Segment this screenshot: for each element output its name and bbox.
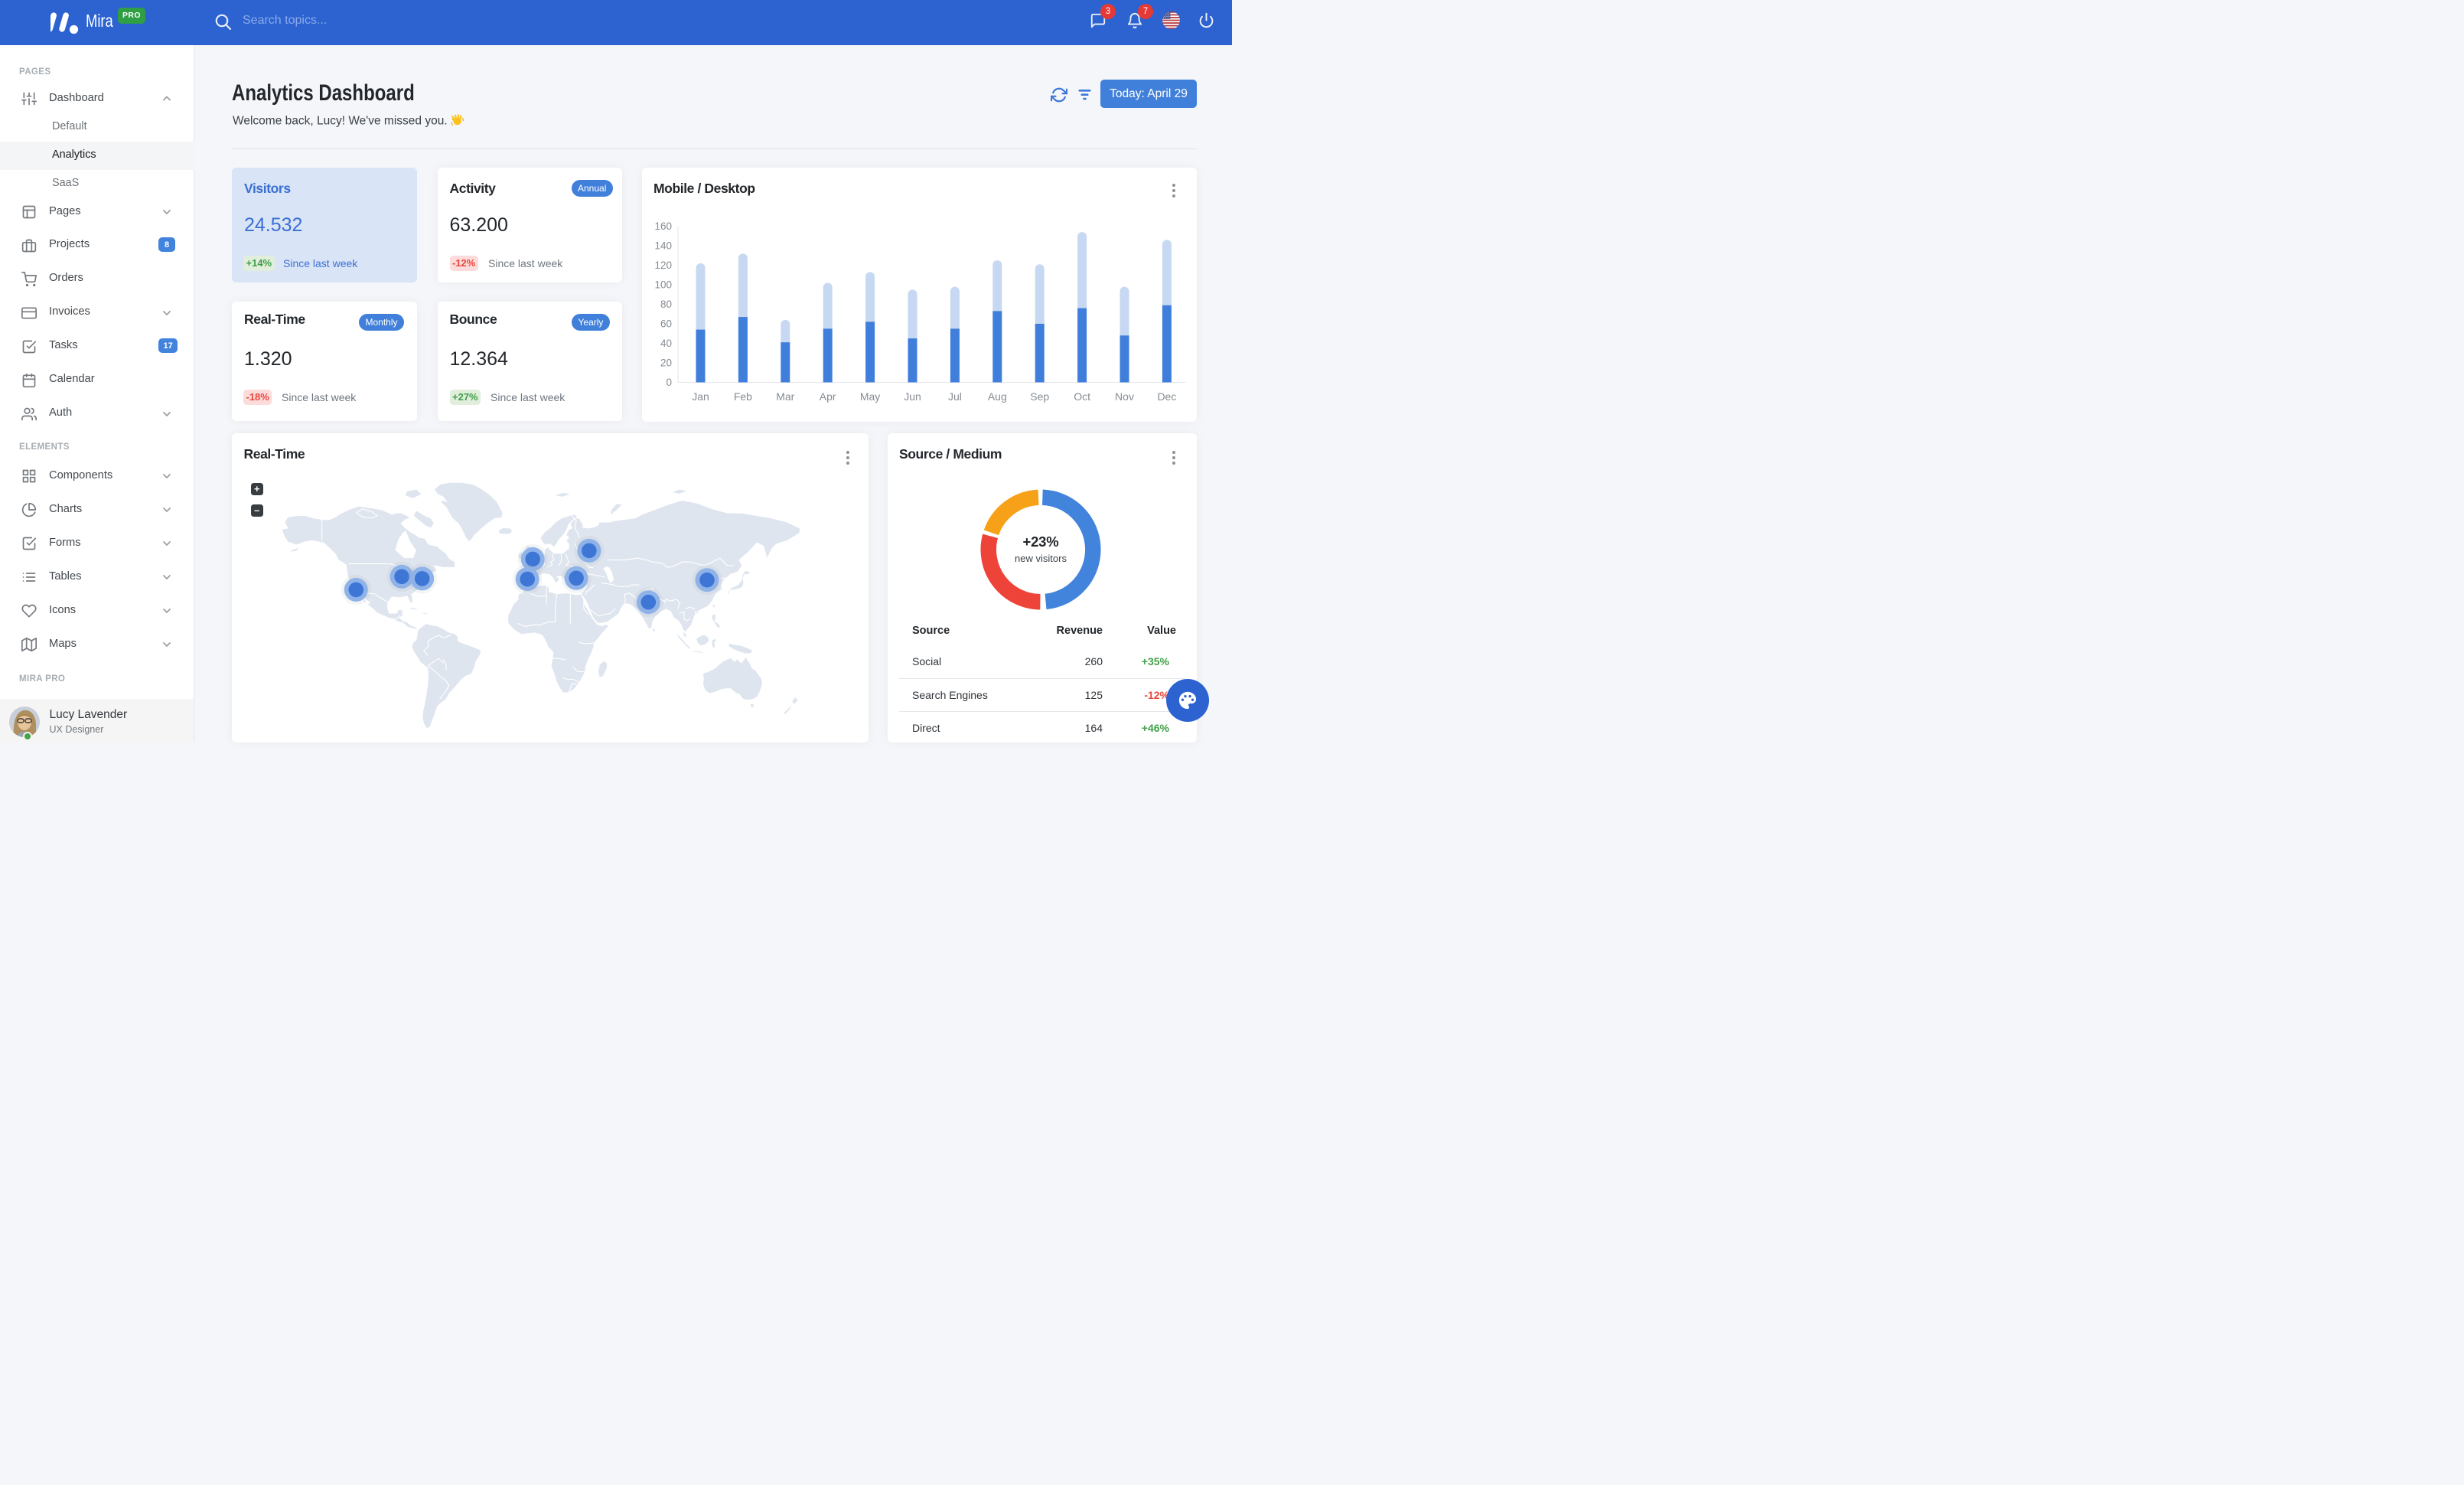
svg-text:Sep: Sep [1030, 390, 1049, 403]
svg-text:Oct: Oct [1074, 390, 1090, 403]
svg-text:Nov: Nov [1115, 390, 1134, 403]
svg-text:40: 40 [660, 338, 671, 349]
svg-text:0: 0 [666, 377, 672, 388]
svg-text:Apr: Apr [819, 390, 836, 403]
svg-text:60: 60 [660, 318, 671, 330]
svg-text:Dec: Dec [1157, 390, 1176, 403]
svg-text:Mar: Mar [776, 390, 794, 403]
svg-text:120: 120 [654, 259, 672, 271]
svg-text:May: May [859, 390, 879, 403]
svg-text:Jul: Jul [947, 390, 961, 403]
svg-text:Jun: Jun [904, 390, 921, 403]
svg-text:140: 140 [654, 240, 672, 252]
svg-text:80: 80 [660, 299, 671, 310]
svg-text:Feb: Feb [733, 390, 751, 403]
svg-text:20: 20 [660, 357, 671, 369]
svg-text:Aug: Aug [987, 390, 1006, 403]
svg-text:160: 160 [654, 220, 672, 232]
svg-text:100: 100 [654, 279, 672, 291]
svg-text:Jan: Jan [692, 390, 709, 403]
